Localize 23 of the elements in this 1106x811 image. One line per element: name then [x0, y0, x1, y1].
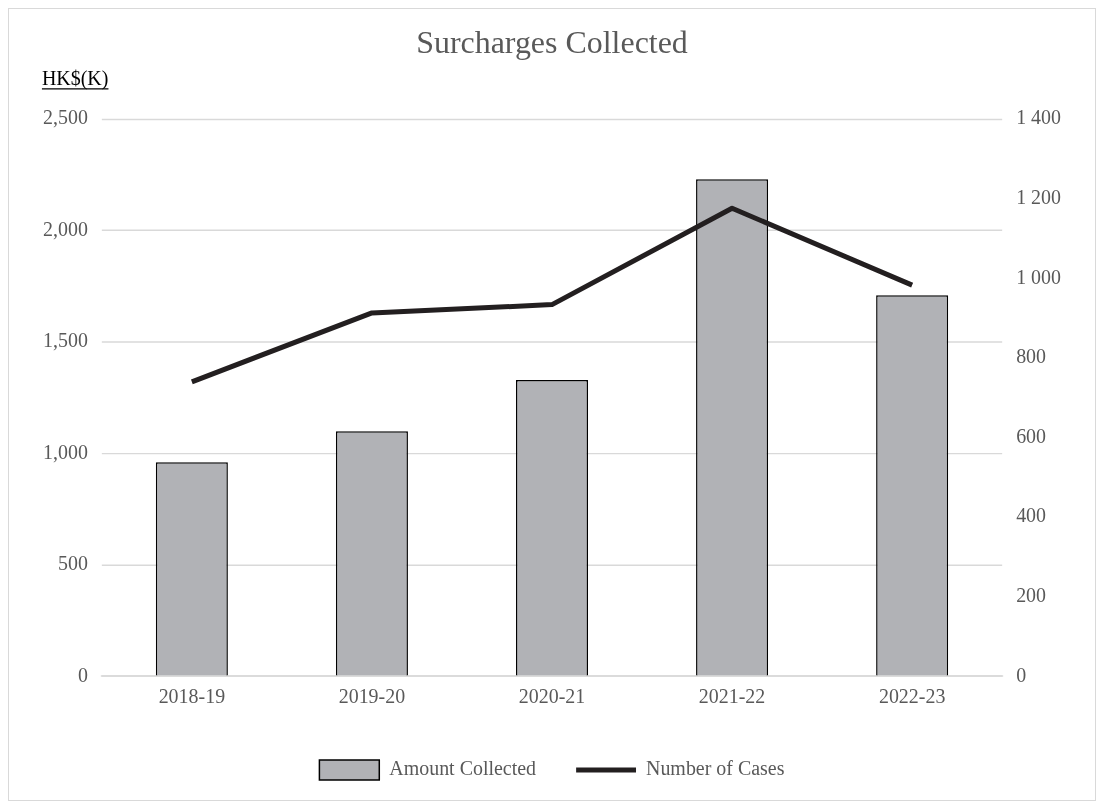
- y-tick-label: 1,000: [42, 440, 88, 463]
- y2-tick-label: 800: [1016, 345, 1047, 368]
- chart-title: Surcharges Collected: [416, 25, 688, 61]
- y2-tick-label: 1 000: [1016, 265, 1062, 288]
- y-tick-label: 500: [57, 552, 88, 575]
- y2-tick-label: 200: [1016, 583, 1047, 606]
- y2-tick-label: 400: [1016, 504, 1047, 527]
- y2-tick-label: 0: [1016, 663, 1027, 686]
- y-tick-label: 0: [77, 663, 88, 686]
- y-tick-label: 2,500: [42, 106, 88, 129]
- y2-tick-label: 600: [1016, 424, 1047, 447]
- legend-label: Number of Cases: [646, 757, 785, 780]
- y2-tick-label: 1 200: [1016, 185, 1062, 208]
- y2-tick-label: 1 400: [1016, 106, 1062, 129]
- x-tick-label: 2021-22: [698, 685, 766, 708]
- x-tick-label: 2020-21: [518, 685, 586, 708]
- y-tick-label: 2,000: [42, 217, 88, 240]
- x-tick-label: 2018-19: [158, 685, 226, 708]
- x-tick-label: 2019-20: [338, 685, 406, 708]
- y-axis-title: HK$(K): [41, 67, 109, 91]
- y-tick-label: 1,500: [42, 329, 88, 352]
- legend-label: Amount Collected: [389, 757, 537, 780]
- x-tick-label: 2022-23: [878, 685, 946, 708]
